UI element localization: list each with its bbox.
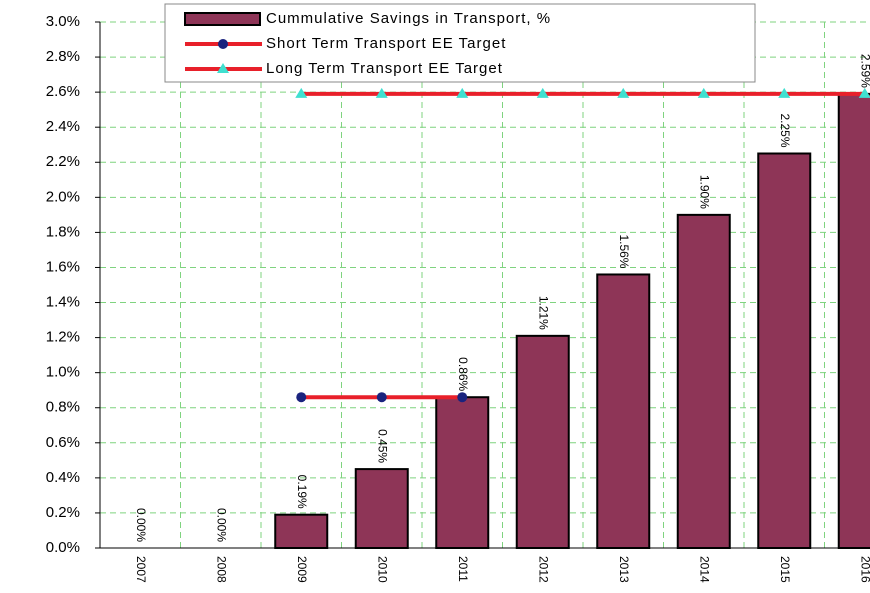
y-tick-label: 3.0% — [46, 13, 80, 30]
legend-box — [164, 3, 756, 83]
y-tick-label: 0.0% — [46, 539, 80, 556]
bar — [676, 213, 731, 549]
data-label: 0.00% — [215, 508, 229, 542]
data-label: 2.25% — [778, 113, 792, 147]
y-tick-label: 2.6% — [46, 83, 80, 100]
y-tick-label: 0.6% — [46, 434, 80, 451]
y-tick-label: 2.4% — [46, 118, 80, 135]
x-tick-label: 2008 — [215, 556, 229, 583]
x-tick-label: 2013 — [617, 556, 631, 583]
bar — [837, 92, 870, 550]
y-tick-label: 1.4% — [46, 294, 80, 311]
bar — [354, 468, 409, 550]
x-tick-label: 2007 — [134, 556, 148, 583]
data-label: 0.19% — [295, 475, 309, 509]
marker — [457, 392, 468, 403]
marker — [778, 87, 791, 98]
x-tick-label: 2010 — [376, 556, 390, 583]
marker — [617, 87, 630, 98]
marker — [295, 87, 308, 98]
legend-label: Long Term Transport EE Target — [266, 60, 503, 77]
data-label: 0.00% — [134, 508, 148, 542]
x-tick-label: 2014 — [698, 556, 712, 583]
y-tick-label: 2.2% — [46, 153, 80, 170]
marker — [375, 87, 388, 98]
bar — [515, 334, 570, 550]
y-tick-label: 1.8% — [46, 223, 80, 240]
legend-marker — [217, 63, 229, 73]
y-tick-label: 2.8% — [46, 48, 80, 65]
marker — [697, 87, 710, 98]
legend-marker — [218, 39, 228, 49]
marker — [858, 87, 870, 98]
x-tick-label: 2009 — [295, 556, 309, 583]
x-tick-label: 2011 — [456, 556, 470, 582]
y-tick-label: 1.2% — [46, 329, 80, 346]
data-label: 0.86% — [456, 357, 470, 391]
legend-label: Short Term Transport EE Target — [266, 35, 506, 52]
marker — [376, 392, 387, 403]
bar — [596, 273, 651, 549]
y-tick-label: 1.0% — [46, 364, 80, 381]
data-label: 1.56% — [617, 234, 631, 268]
marker — [536, 87, 549, 98]
data-label: 1.90% — [698, 175, 712, 209]
y-tick-label: 1.6% — [46, 258, 80, 275]
y-tick-label: 0.8% — [46, 399, 80, 416]
data-label: 2.59% — [859, 54, 870, 88]
bar — [435, 396, 490, 550]
y-tick-label: 2.0% — [46, 188, 80, 205]
x-tick-label: 2012 — [537, 556, 551, 583]
bar — [274, 513, 329, 549]
marker — [296, 392, 307, 403]
data-label: 0.45% — [376, 429, 390, 463]
legend-swatch — [184, 12, 261, 26]
x-tick-label: 2015 — [778, 556, 792, 583]
y-tick-label: 0.4% — [46, 469, 80, 486]
marker — [456, 87, 469, 98]
bar — [757, 152, 812, 549]
x-tick-label: 2016 — [859, 556, 870, 583]
legend-label: Cummulative Savings in Transport, % — [266, 10, 551, 27]
data-label: 1.21% — [537, 296, 551, 330]
y-tick-label: 0.2% — [46, 504, 80, 521]
